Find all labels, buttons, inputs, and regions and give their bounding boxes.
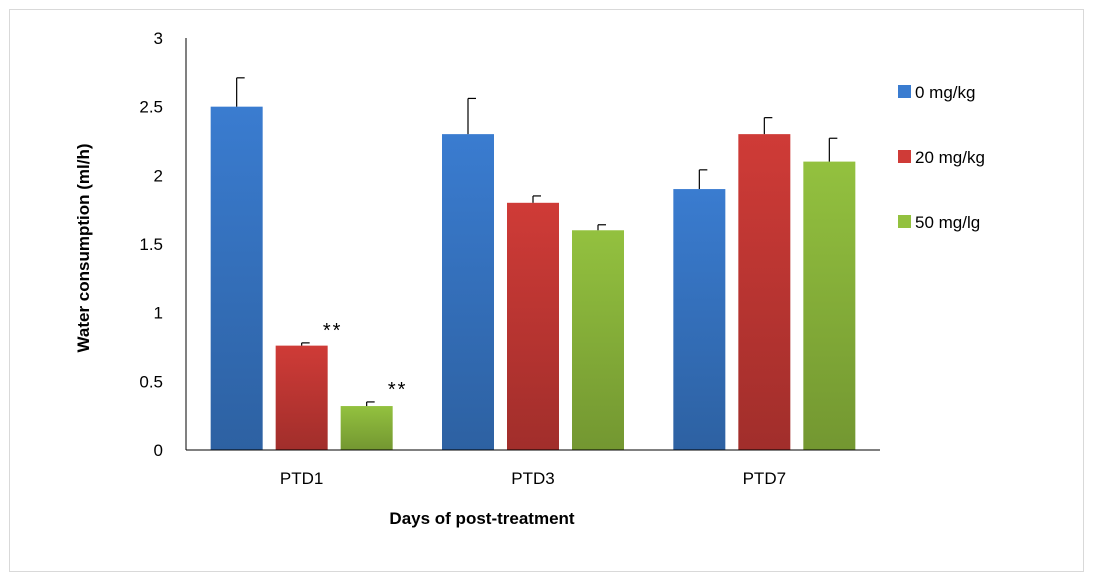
y-axis-title: Water consumption (ml/h) [74,143,93,352]
x-axis-title: Days of post-treatment [389,509,574,528]
legend-swatch [898,85,911,98]
y-tick-label: 1 [154,304,163,323]
bar [738,134,791,450]
y-tick-label: 0 [154,441,163,460]
y-tick-labels: 0 0.5 1 1.5 2 2.5 3 [139,29,163,460]
bar [275,345,328,450]
error-bars-layer [236,77,838,407]
annotations-layer: ** ** [323,320,408,401]
legend-label: 50 mg/lg [915,213,980,232]
x-tick-label: PTD1 [280,469,323,488]
x-tick-labels: PTD1 PTD3 PTD7 [280,469,786,488]
y-tick-label: 1.5 [139,235,163,254]
significance-annotation: ** [323,320,343,342]
bar [507,202,559,450]
legend-swatch [898,215,911,228]
axes-layer [185,38,880,451]
x-tick-label: PTD7 [743,469,786,488]
bars-layer [210,106,856,451]
y-tick-label: 3 [154,29,163,48]
legend-swatch [898,150,911,163]
bar [803,161,856,450]
y-tick-label: 0.5 [139,372,163,391]
legend-label: 20 mg/kg [915,148,985,167]
significance-annotation: ** [388,379,408,401]
x-tick-label: PTD3 [511,469,554,488]
legend: 0 mg/kg 20 mg/kg 50 mg/lg [898,83,985,232]
bar [572,230,624,450]
y-tick-label: 2.5 [139,98,163,117]
bar [673,189,726,451]
bar [442,134,494,450]
y-tick-label: 2 [154,166,163,185]
legend-label: 0 mg/kg [915,83,975,102]
bar [210,106,263,451]
bar [340,406,393,450]
